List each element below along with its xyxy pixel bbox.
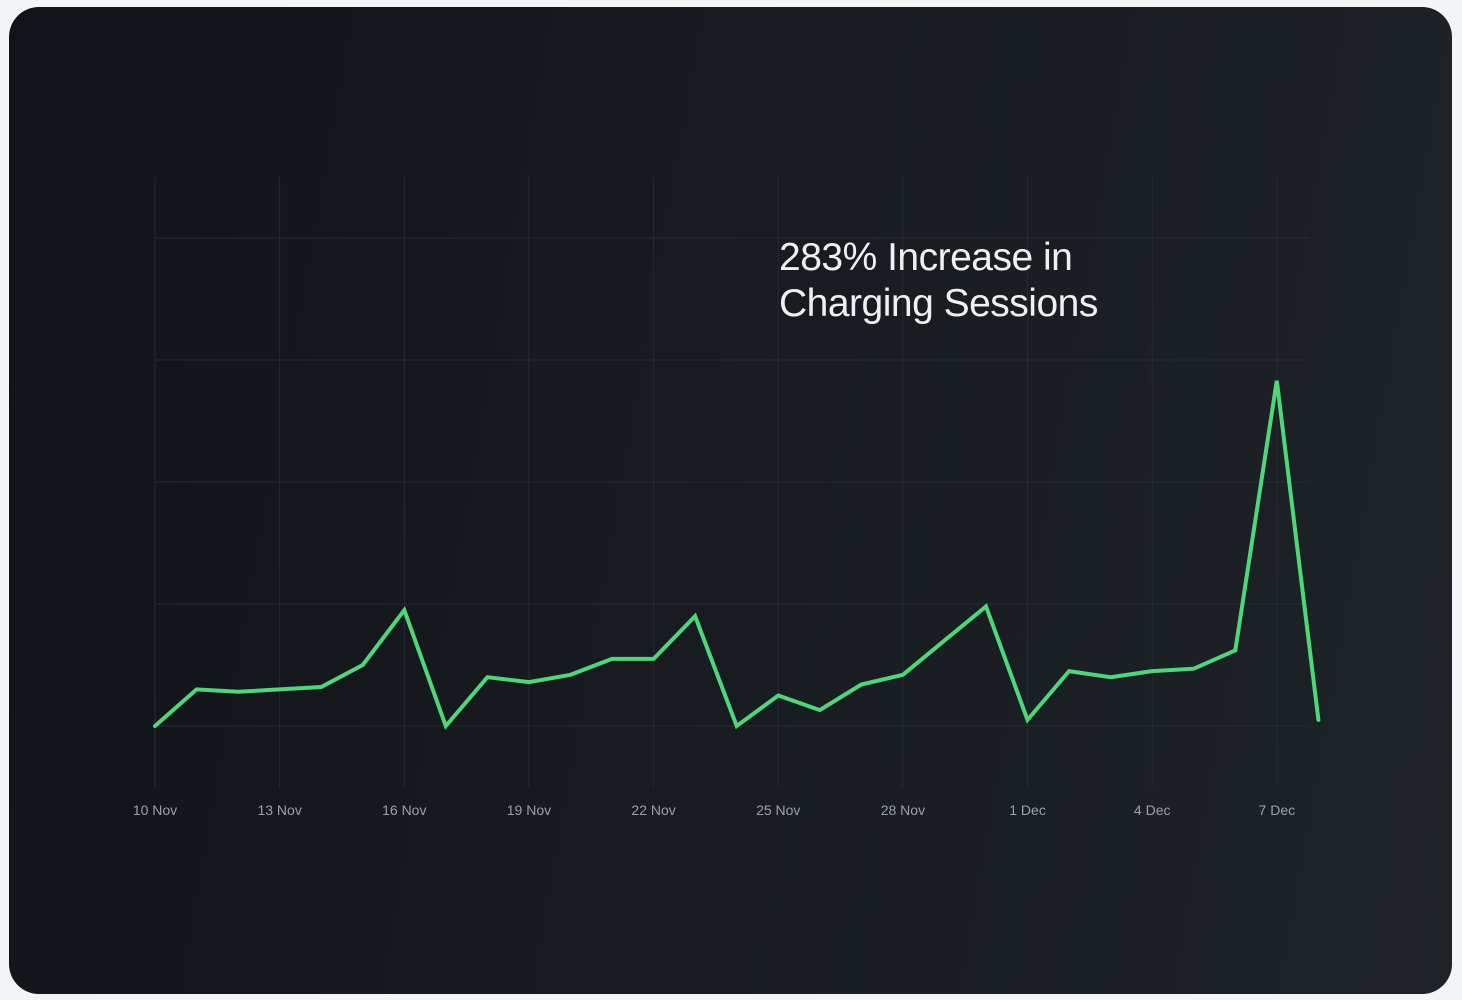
x-axis-ticks: 10 Nov 13 Nov 16 Nov 19 Nov 22 Nov 25 Nov 28 N… bbox=[133, 802, 1295, 818]
chart-card: 10 Nov 13 Nov 16 Nov 19 Nov 22 Nov 25 Nov 28 N… bbox=[9, 7, 1452, 994]
chart-title: 283% Increase in Charging Sessions bbox=[779, 236, 1098, 325]
x-tick-label: 4 Dec bbox=[1134, 802, 1171, 818]
x-tick-label: 16 Nov bbox=[382, 802, 426, 818]
x-tick-label: 19 Nov bbox=[507, 802, 551, 818]
x-tick-label: 28 Nov bbox=[881, 802, 925, 818]
x-tick-label: 1 Dec bbox=[1009, 802, 1046, 818]
x-tick-label: 10 Nov bbox=[133, 802, 177, 818]
chart-grid bbox=[154, 177, 1309, 787]
x-tick-label: 22 Nov bbox=[631, 802, 675, 818]
x-tick-label: 13 Nov bbox=[257, 802, 301, 818]
x-tick-label: 7 Dec bbox=[1259, 802, 1296, 818]
line-chart: 10 Nov 13 Nov 16 Nov 19 Nov 22 Nov 25 Nov 28 N… bbox=[133, 177, 1321, 818]
x-tick-label: 25 Nov bbox=[756, 802, 800, 818]
chart-series bbox=[153, 380, 1321, 730]
series-line bbox=[153, 380, 1321, 730]
